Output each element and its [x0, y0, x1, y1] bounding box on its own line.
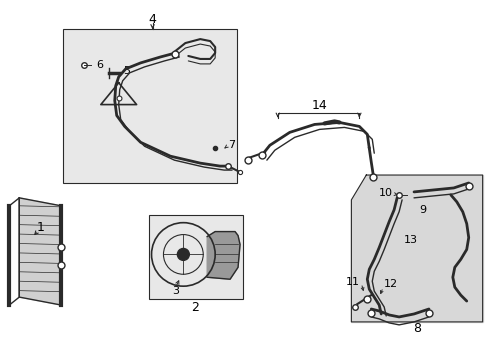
Polygon shape	[19, 198, 61, 305]
Text: 5: 5	[122, 66, 129, 76]
Text: 6: 6	[96, 60, 102, 70]
Text: 7: 7	[227, 140, 235, 150]
Polygon shape	[207, 231, 240, 279]
Text: 14: 14	[311, 99, 327, 112]
Text: 1: 1	[36, 221, 44, 234]
Text: 4: 4	[148, 13, 156, 26]
Bar	[148, 215, 243, 299]
Text: 9: 9	[418, 205, 425, 215]
Bar	[63, 29, 237, 183]
Polygon shape	[351, 175, 482, 322]
Text: 10: 10	[378, 188, 392, 198]
Text: 2: 2	[191, 301, 199, 314]
Circle shape	[177, 248, 189, 260]
Text: 12: 12	[384, 279, 398, 289]
Text: 13: 13	[403, 234, 417, 244]
Text: 11: 11	[345, 277, 359, 287]
Text: 8: 8	[412, 322, 420, 336]
Text: 3: 3	[172, 286, 179, 296]
